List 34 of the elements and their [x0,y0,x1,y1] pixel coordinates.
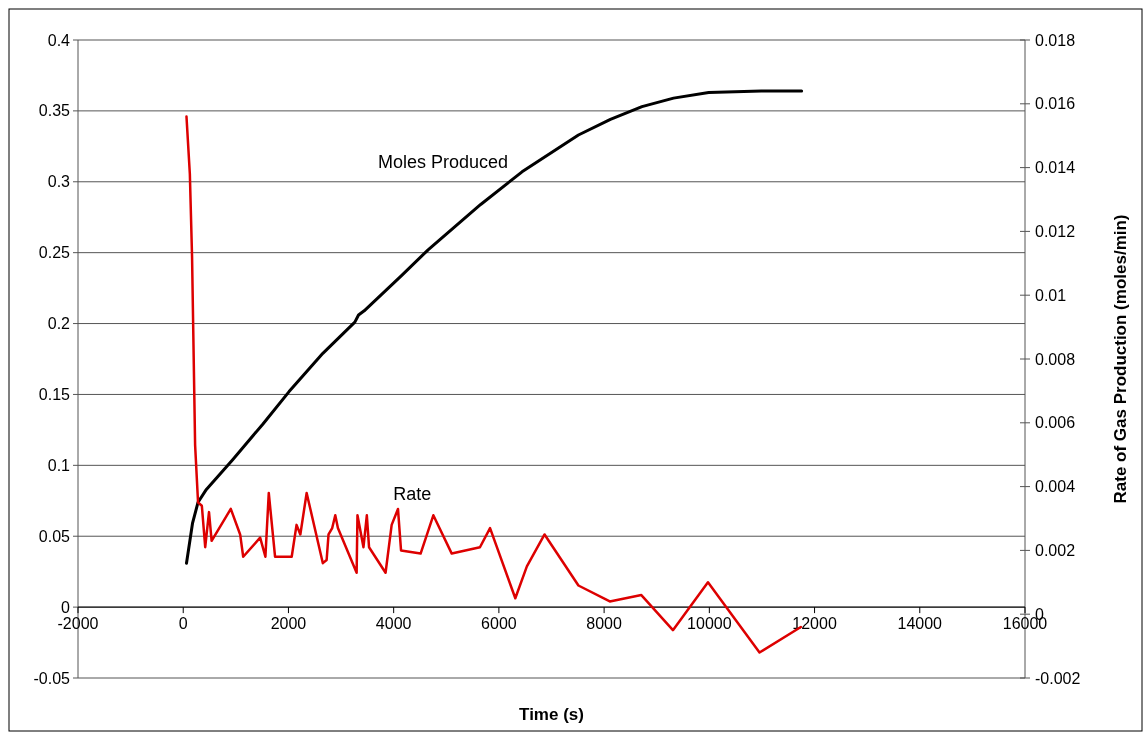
line-series [184,89,804,565]
y2-tick-label: 0.002 [1035,542,1076,559]
y-tick-label: 0.3 [47,173,71,191]
y2-tick-label: 0.008 [1035,350,1076,368]
y-tick-label: 0.4 [47,31,71,49]
x-tick-label: 10000 [687,615,732,633]
x-tick-label: 0 [178,615,188,633]
y-tick-label: 0.35 [38,102,71,120]
y2-tick-label: -0.002 [1035,669,1081,687]
series-label: Moles Produced [377,151,509,172]
series-label: Rate [393,484,432,505]
y2-tick-label: 0.012 [1035,223,1076,240]
x-tick-label: 12000 [792,615,837,633]
y-tick-label: 0.25 [38,244,71,262]
y2-tick-label: 0.018 [1035,31,1076,49]
x-tick-label: -2000 [57,615,99,633]
x-tick-label: 6000 [481,615,517,633]
x-tick-label: 14000 [897,615,943,633]
y2-axis-title: Rate of Gas Production (moles/min) [1111,214,1130,504]
y2-tick-label: 0.014 [1035,159,1076,177]
y-tick-label: 0.15 [38,386,71,404]
y2-tick-label: 0.006 [1035,414,1076,432]
x-tick-label: 8000 [586,615,623,633]
y2-tick-label: 0.01 [1035,286,1067,304]
x-axis-title: Time (s) [519,705,584,724]
y2-tick-label: 0.004 [1035,478,1076,496]
x-tick-label: 2000 [270,615,307,633]
y-tick-label: 0.1 [47,456,71,474]
y-tick-label: -0.05 [33,669,71,687]
y-tick-label: 0.05 [38,527,71,545]
x-tick-label: 4000 [375,615,412,633]
y2-tick-label: 0.016 [1035,95,1076,113]
y-tick-label: 0.2 [47,315,71,333]
y-tick-label: 0 [61,598,71,616]
